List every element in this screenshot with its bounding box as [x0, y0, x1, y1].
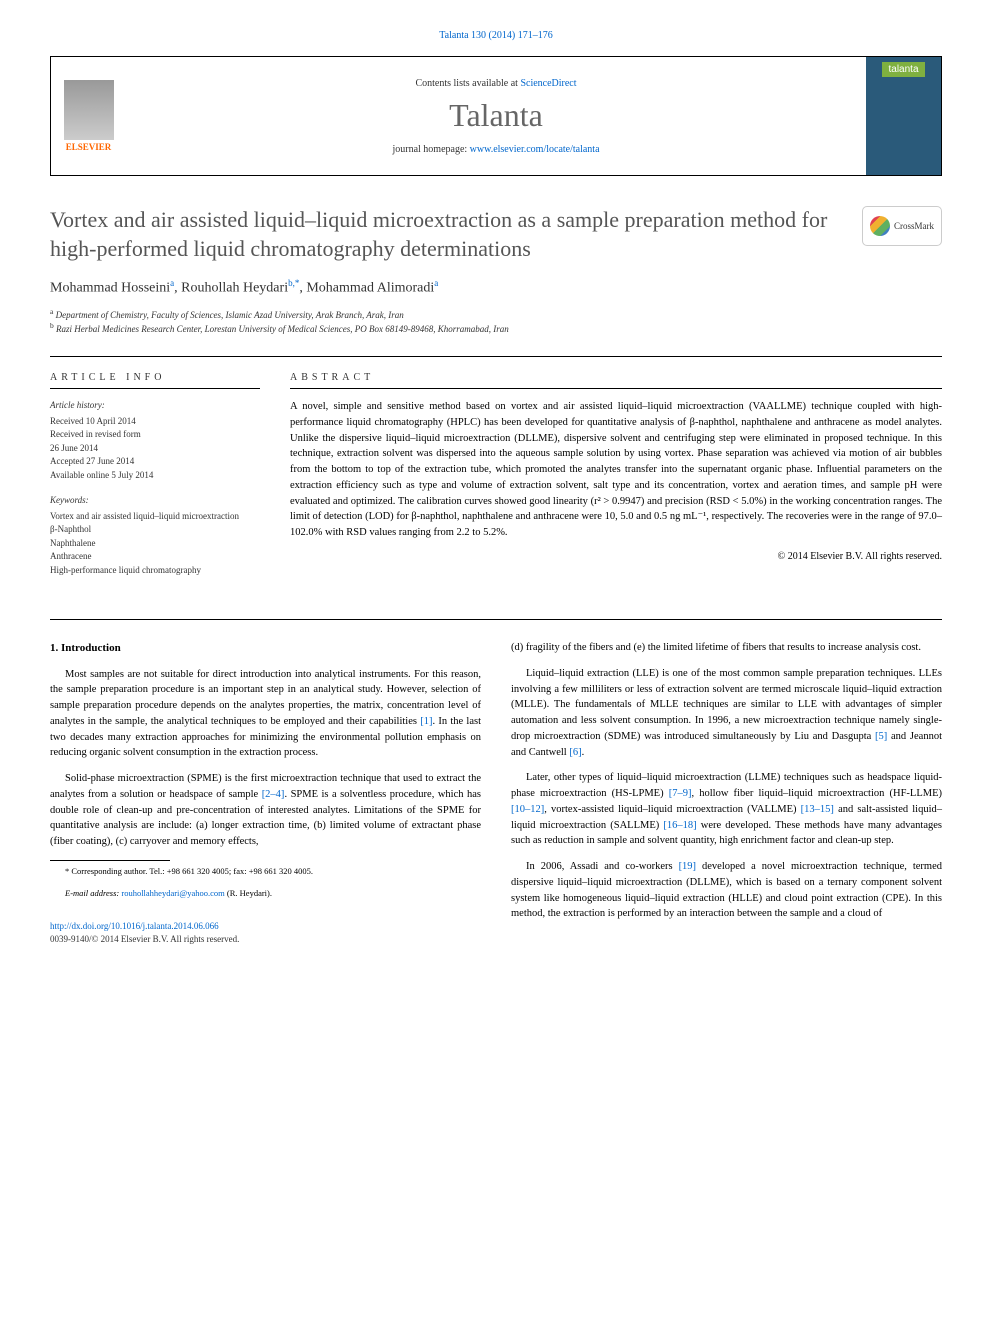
ref-6[interactable]: [6]: [569, 747, 581, 758]
body-p6: In 2006, Assadi and co-workers [19] deve…: [511, 859, 942, 922]
contents-line: Contents lists available at ScienceDirec…: [415, 78, 576, 89]
journal-title: Talanta: [449, 97, 543, 134]
body-col-left: 1. Introduction Most samples are not sui…: [50, 640, 481, 947]
body-columns: 1. Introduction Most samples are not sui…: [50, 640, 942, 947]
info-abstract-row: ARTICLE INFO Article history: Received 1…: [50, 372, 942, 589]
ref-10-12[interactable]: [10–12]: [511, 804, 544, 815]
corr-author-footnote: * Corresponding author. Tel.: +98 661 32…: [50, 866, 481, 878]
ref-7-9[interactable]: [7–9]: [669, 788, 692, 799]
contents-text: Contents lists available at: [415, 78, 520, 89]
body-p2: Solid-phase microextraction (SPME) is th…: [50, 771, 481, 850]
ref-19[interactable]: [19]: [679, 861, 697, 872]
keywords-block: Keywords: Vortex and air assisted liquid…: [50, 494, 260, 577]
keyword-5: High-performance liquid chromatography: [50, 564, 260, 578]
history-revised-2: 26 June 2014: [50, 442, 260, 456]
article-history-block: Article history: Received 10 April 2014 …: [50, 399, 260, 482]
authors-line: Mohammad Hosseinia, Rouhollah Heydarib,*…: [50, 278, 942, 297]
elsevier-logo: ELSEVIER: [51, 57, 126, 175]
article-title: Vortex and air assisted liquid–liquid mi…: [50, 206, 942, 263]
footnote-separator: [50, 860, 170, 861]
section-1-heading: 1. Introduction: [50, 640, 481, 657]
divider-2: [50, 619, 942, 620]
affiliation-a: a Department of Chemistry, Faculty of Sc…: [50, 307, 942, 322]
elsevier-label: ELSEVIER: [66, 142, 112, 152]
body-col-right: (d) fragility of the fibers and (e) the …: [511, 640, 942, 947]
homepage-line: journal homepage: www.elsevier.com/locat…: [392, 144, 599, 155]
keyword-4: Anthracene: [50, 550, 260, 564]
history-available: Available online 5 July 2014: [50, 469, 260, 483]
ref-5[interactable]: [5]: [875, 731, 887, 742]
keyword-2: β-Naphthol: [50, 523, 260, 537]
ref-16-18[interactable]: [16–18]: [663, 820, 696, 831]
journal-cover-thumb: talanta: [866, 57, 941, 175]
author-1-sup: a: [170, 278, 174, 288]
homepage-text: journal homepage:: [392, 144, 469, 155]
article-info-col: ARTICLE INFO Article history: Received 1…: [50, 372, 260, 589]
history-revised-1: Received in revised form: [50, 428, 260, 442]
author-2-sup: b,*: [288, 278, 299, 288]
history-accepted: Accepted 27 June 2014: [50, 455, 260, 469]
body-p4: Liquid–liquid extraction (LLE) is one of…: [511, 666, 942, 761]
email-link[interactable]: rouhollahheydari@yahoo.com: [121, 888, 224, 898]
ref-13-15[interactable]: [13–15]: [801, 804, 834, 815]
author-3: Mohammad Alimoradi: [306, 281, 434, 296]
sciencedirect-link[interactable]: ScienceDirect: [520, 78, 576, 89]
author-3-sup: a: [434, 278, 438, 288]
crossmark-badge[interactable]: CrossMark: [862, 206, 942, 246]
author-1: Mohammad Hosseini: [50, 281, 170, 296]
article-header: CrossMark Vortex and air assisted liquid…: [50, 206, 942, 336]
history-received: Received 10 April 2014: [50, 415, 260, 429]
ref-2-4[interactable]: [2–4]: [262, 789, 285, 800]
affiliations: a Department of Chemistry, Faculty of Sc…: [50, 307, 942, 336]
doi-link[interactable]: http://dx.doi.org/10.1016/j.talanta.2014…: [50, 921, 219, 931]
keywords-head: Keywords:: [50, 494, 260, 508]
journal-header-box: ELSEVIER Contents lists available at Sci…: [50, 56, 942, 176]
issn-line: 0039-9140/© 2014 Elsevier B.V. All right…: [50, 933, 481, 947]
email-label: E-mail address:: [65, 888, 121, 898]
abstract-copyright: © 2014 Elsevier B.V. All rights reserved…: [290, 551, 942, 562]
keyword-1: Vortex and air assisted liquid–liquid mi…: [50, 510, 260, 524]
abstract-heading: ABSTRACT: [290, 372, 942, 389]
history-head: Article history:: [50, 399, 260, 413]
affiliation-b: b Razi Herbal Medicines Research Center,…: [50, 321, 942, 336]
abstract-text: A novel, simple and sensitive method bas…: [290, 399, 942, 541]
divider: [50, 356, 942, 357]
ref-1[interactable]: [1]: [420, 716, 432, 727]
crossmark-icon: [870, 216, 890, 236]
body-p1: Most samples are not suitable for direct…: [50, 667, 481, 762]
citation-header: Talanta 130 (2014) 171–176: [50, 30, 942, 41]
page-container: Talanta 130 (2014) 171–176 ELSEVIER Cont…: [0, 0, 992, 977]
email-name: (R. Heydari).: [225, 888, 272, 898]
author-2: Rouhollah Heydari: [181, 281, 288, 296]
keyword-3: Naphthalene: [50, 537, 260, 551]
citation-text: Talanta 130 (2014) 171–176: [439, 30, 552, 41]
header-center: Contents lists available at ScienceDirec…: [126, 57, 866, 175]
article-info-heading: ARTICLE INFO: [50, 372, 260, 389]
footer-block: http://dx.doi.org/10.1016/j.talanta.2014…: [50, 920, 481, 947]
crossmark-label: CrossMark: [894, 221, 934, 231]
email-footnote: E-mail address: rouhollahheydari@yahoo.c…: [50, 888, 481, 900]
homepage-link[interactable]: www.elsevier.com/locate/talanta: [470, 144, 600, 155]
body-p5: Later, other types of liquid–liquid micr…: [511, 770, 942, 849]
elsevier-tree-icon: [64, 80, 114, 140]
cover-label: talanta: [882, 62, 924, 77]
body-p3: (d) fragility of the fibers and (e) the …: [511, 640, 942, 656]
abstract-col: ABSTRACT A novel, simple and sensitive m…: [290, 372, 942, 589]
